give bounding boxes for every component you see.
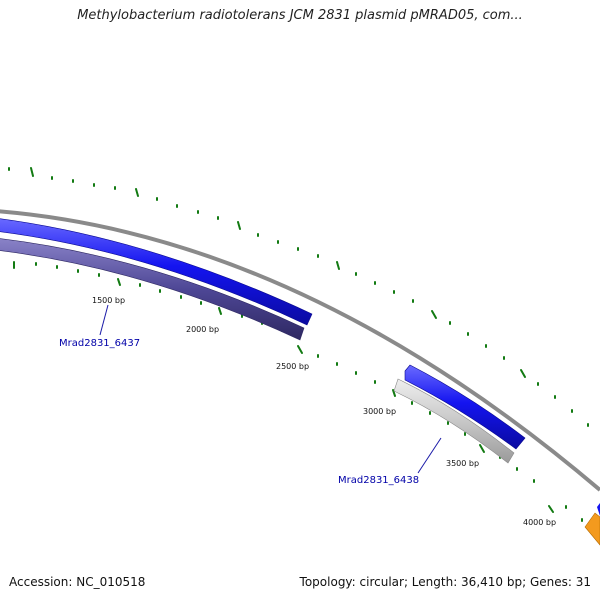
scale-label-1500: 1500 bp	[92, 296, 125, 305]
gene-label-mrad2831-6437[interactable]: Mrad2831_6437	[59, 338, 140, 349]
leader-line-mrad2831-6438	[417, 437, 442, 474]
leader-line-mrad2831-6437	[99, 304, 109, 336]
topology-summary: Topology: circular; Length: 36,410 bp; G…	[299, 575, 591, 589]
accession-label: Accession: NC_010518	[9, 575, 146, 589]
gene-forward-arrow-2[interactable]	[404, 364, 526, 450]
gene-reverse-arrow-mrad2831-6437[interactable]	[0, 238, 305, 341]
gene-feature-edge-blue[interactable]	[597, 503, 600, 516]
gene-forward-arrow-1[interactable]	[0, 218, 313, 326]
gene-label-mrad2831-6438[interactable]: Mrad2831_6438	[338, 475, 419, 486]
gene-reverse-arrow-mrad2831-6438[interactable]	[393, 378, 515, 464]
scale-label-3000: 3000 bp	[363, 407, 396, 416]
scale-label-2000: 2000 bp	[186, 325, 219, 334]
backbone-circle	[0, 209, 600, 492]
scale-label-4000: 4000 bp	[523, 518, 556, 527]
gene-feature-orange[interactable]	[584, 512, 600, 546]
scale-label-3500: 3500 bp	[446, 459, 479, 468]
outer-tick-ring	[8, 167, 589, 427]
map-title: Methylobacterium radiotolerans JCM 2831 …	[77, 8, 523, 23]
scale-label-2500: 2500 bp	[276, 362, 309, 371]
